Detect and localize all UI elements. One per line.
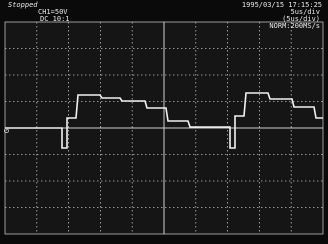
sample-mode: NORM:200MS/s — [269, 22, 320, 30]
oscilloscope-screen: Stopped CH1=50V DC 10:1 1995/03/15 17:15… — [0, 0, 328, 244]
status-label: Stopped — [8, 1, 38, 9]
coupling: DC 10:1 — [40, 15, 70, 23]
ground-marker: G — [3, 129, 11, 133]
